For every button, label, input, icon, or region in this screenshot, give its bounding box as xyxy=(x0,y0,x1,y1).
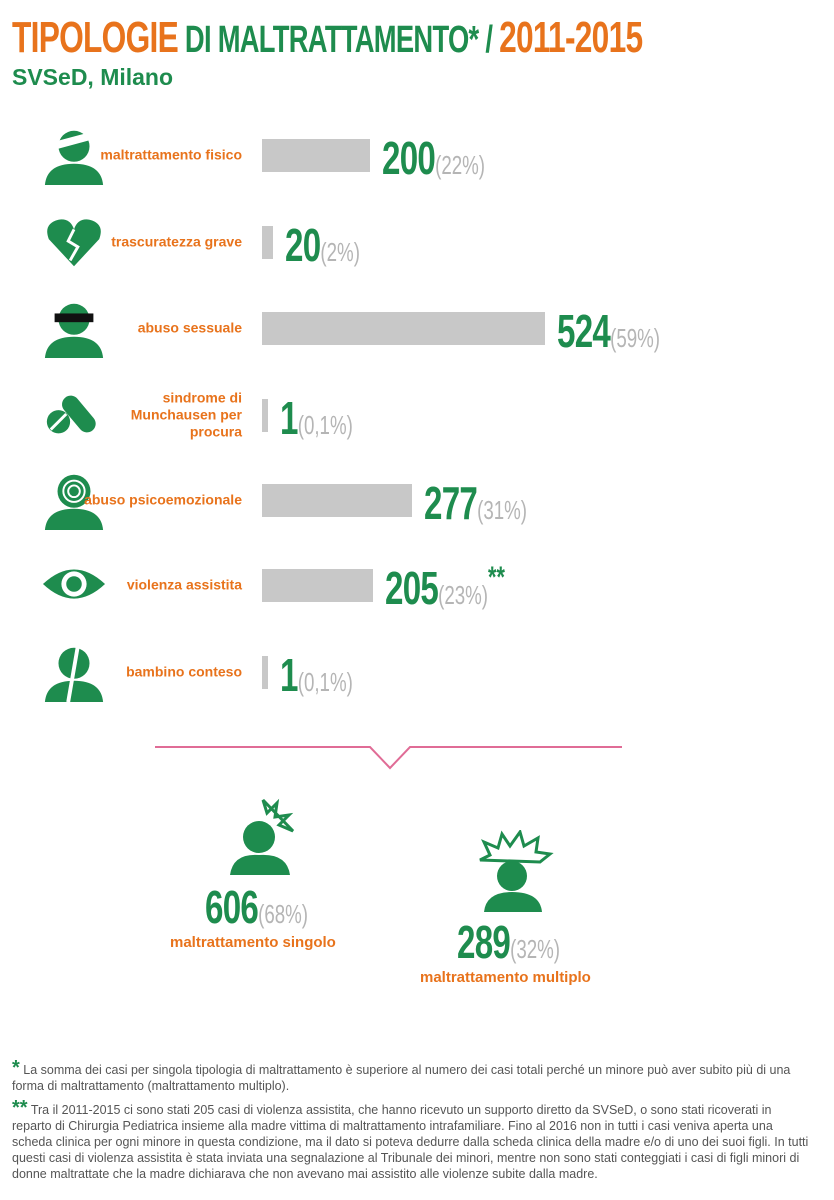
value-percent: (2%) xyxy=(320,237,360,267)
value-percent: (31%) xyxy=(476,495,527,525)
single-abuse-person-icon xyxy=(230,798,295,875)
bar-row: maltrattamento fisico 200(22%) xyxy=(0,115,834,195)
category-label: abuso sessuale xyxy=(137,319,242,336)
value-number: 1 xyxy=(280,649,298,701)
footnote-text: Tra il 2011-2015 ci sono stati 205 casi … xyxy=(12,1103,809,1181)
footnote-marker: * xyxy=(12,1057,20,1079)
bar xyxy=(262,656,268,689)
multiple-number: 289 xyxy=(457,916,511,968)
eye-icon xyxy=(42,569,106,599)
bar xyxy=(262,139,370,172)
single-number: 606 xyxy=(205,881,259,933)
footnote-text: La somma dei casi per singola tipologia … xyxy=(12,1063,791,1093)
title-sep: / xyxy=(485,19,493,61)
bar xyxy=(262,226,273,259)
title-part2: DI MALTRATTAMENTO* xyxy=(184,19,479,61)
single-percent: (68%) xyxy=(258,899,309,929)
value-label: 200(22%) xyxy=(382,131,485,185)
annotation-marker: ** xyxy=(487,561,505,594)
bar-row: trascuratezza grave 20(2%) xyxy=(0,202,834,282)
subtitle: SVSeD, Milano xyxy=(12,64,174,90)
value-number: 20 xyxy=(284,219,321,271)
bar xyxy=(262,484,412,517)
value-percent: (0,1%) xyxy=(297,410,353,440)
value-label: 277(31%) xyxy=(424,476,527,530)
bar-row: bambino conteso 1(0,1%) xyxy=(0,632,834,712)
category-label: sindrome di Munchausen per procura xyxy=(130,389,242,440)
value-label: 524(59%) xyxy=(557,304,660,358)
bar xyxy=(262,399,268,432)
value-number: 524 xyxy=(557,305,611,357)
value-number: 200 xyxy=(382,132,436,184)
value-label: 20(2%) xyxy=(285,218,360,272)
bar-row: sindrome di Munchausen per procura 1(0,1… xyxy=(0,375,834,455)
value-percent: (0,1%) xyxy=(297,667,353,697)
bandaged-head-icon xyxy=(44,130,104,186)
value-label: 1(0,1%) xyxy=(280,648,353,702)
divider-line xyxy=(155,746,622,770)
single-abuse-label: maltrattamento singolo xyxy=(170,934,336,951)
footnote-2: ** Tra il 2011-2015 ci sono stati 205 ca… xyxy=(12,1097,812,1182)
title-years: 2011-2015 xyxy=(499,13,643,62)
spiral-head-icon xyxy=(44,474,104,531)
value-percent: (23%) xyxy=(437,580,488,610)
page-title: TIPOLOGIE DI MALTRATTAMENTO* / 2011-2015 xyxy=(12,16,643,61)
bar-row: violenza assistita 205(23%)** xyxy=(0,545,834,625)
category-label: abuso psicoemozionale xyxy=(84,491,242,508)
category-label: violenza assistita xyxy=(126,576,242,593)
censored-person-icon xyxy=(44,303,104,359)
value-number: 205 xyxy=(384,562,439,614)
footnote-marker: ** xyxy=(12,1097,28,1119)
multiple-percent: (32%) xyxy=(510,934,561,964)
single-abuse-value: 606(68%) xyxy=(205,880,308,934)
bar xyxy=(262,569,373,602)
value-percent: (59%) xyxy=(610,323,661,353)
pill-capsule-icon xyxy=(46,395,96,434)
bar-row: abuso sessuale 524(59%) xyxy=(0,288,834,368)
footnote-1: * La somma dei casi per singola tipologi… xyxy=(12,1057,812,1094)
value-label: 205(23%)** xyxy=(385,561,505,615)
category-label: trascuratezza grave xyxy=(111,233,242,250)
multiple-abuse-person-icon xyxy=(479,830,554,912)
multiple-abuse-value: 289(32%) xyxy=(457,915,560,969)
bar xyxy=(262,312,545,345)
multiple-abuse-label: maltrattamento multiplo xyxy=(420,969,591,986)
value-label: 1(0,1%) xyxy=(280,391,353,445)
title-part1: TIPOLOGIE xyxy=(12,13,179,62)
split-person-icon xyxy=(44,645,104,703)
value-number: 1 xyxy=(280,392,298,444)
category-label: bambino conteso xyxy=(126,663,242,680)
bar-row: abuso psicoemozionale 277(31%) xyxy=(0,460,834,540)
broken-heart-icon xyxy=(47,219,101,267)
category-label: maltrattamento fisico xyxy=(100,146,242,163)
value-number: 277 xyxy=(423,477,478,529)
value-percent: (22%) xyxy=(435,150,486,180)
